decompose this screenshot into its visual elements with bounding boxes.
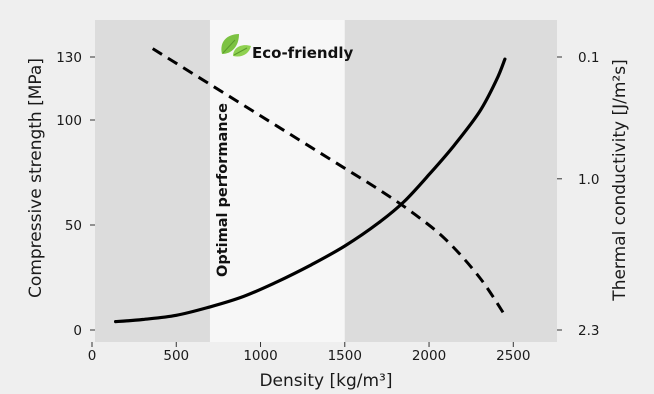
thermal-conductivity-line <box>151 47 507 317</box>
y-left-tick-label: 100 <box>56 113 82 129</box>
x-tick-label: 2500 <box>496 348 530 364</box>
right-y-axis-title: Thermal conductivity [J/m²s] <box>610 59 630 301</box>
left-y-axis-title: Compressive strength [MPa] <box>26 58 46 298</box>
y-left-tick-label: 0 <box>73 323 82 339</box>
x-tick-label: 1500 <box>328 348 362 364</box>
y-right-tick-label: 0.1 <box>578 50 599 66</box>
leaf-icon <box>221 34 251 57</box>
y-right-tick-label: 1.0 <box>578 172 599 188</box>
y-left-tick-label: 50 <box>65 218 82 234</box>
x-tick-label: 500 <box>163 348 189 364</box>
compressive-strength-line <box>114 57 507 324</box>
optimal-performance-band <box>209 20 345 342</box>
x-tick-label: 1000 <box>243 348 277 364</box>
y-left-tick-label: 130 <box>56 50 82 66</box>
eco-friendly-label: Eco-friendly <box>252 44 353 62</box>
x-axis-title: Density [kg/m³] <box>259 371 392 391</box>
optimal-performance-label: Optimal performance <box>215 103 231 277</box>
y-right-tick-label: 2.3 <box>578 323 599 339</box>
x-tick-label: 2000 <box>412 348 446 364</box>
x-tick-label: 0 <box>88 348 97 364</box>
